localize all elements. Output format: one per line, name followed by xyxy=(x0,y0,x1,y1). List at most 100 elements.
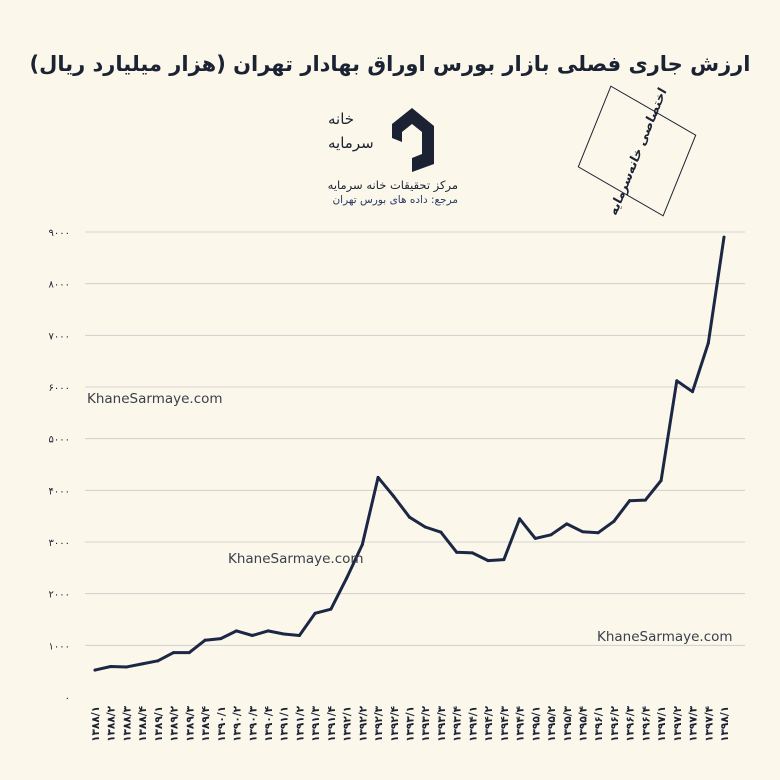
logo-brand-line2: سرمایه xyxy=(328,134,374,152)
data-point xyxy=(423,525,427,529)
x-tick-label: ۱۳۹۰/۲ xyxy=(232,705,244,741)
x-tick-label: ۱۳۹۵/۱ xyxy=(530,706,542,742)
data-point xyxy=(455,550,459,554)
data-point xyxy=(109,665,113,669)
x-tick-label: ۱۳۹۴/۳ xyxy=(499,705,511,741)
data-point xyxy=(329,607,333,611)
x-tick-label: ۱۳۹۲/۳ xyxy=(373,705,385,741)
data-point xyxy=(565,522,569,526)
y-tick-label: ۸۰۰۰ xyxy=(49,280,70,291)
data-point xyxy=(376,475,380,479)
x-tick-label: ۱۳۹۰/۴ xyxy=(263,705,275,741)
y-tick-label: ۹۰۰۰ xyxy=(49,228,70,239)
data-point xyxy=(187,651,191,655)
data-point xyxy=(392,495,396,499)
x-tick-label: ۱۳۹۴/۴ xyxy=(515,705,527,741)
x-tick-label: ۱۳۹۱/۱ xyxy=(279,706,291,742)
data-point xyxy=(297,634,301,638)
x-tick-label: ۱۳۹۷/۳ xyxy=(688,705,700,741)
x-tick-label: ۱۳۹۷/۴ xyxy=(703,705,715,741)
x-tick-label: ۱۳۸۸/۴ xyxy=(137,705,149,741)
data-point xyxy=(518,517,522,521)
x-tick-label: ۱۳۹۱/۲ xyxy=(294,705,306,741)
data-point xyxy=(93,668,97,672)
data-point xyxy=(643,498,647,502)
x-tick-label: ۱۳۸۹/۳ xyxy=(184,705,196,741)
data-point xyxy=(533,536,537,540)
x-tick-label: ۱۳۸۹/۲ xyxy=(169,705,181,741)
x-tick-label: ۱۳۹۳/۴ xyxy=(452,705,464,741)
data-point xyxy=(470,551,474,555)
x-tick-label: ۱۳۹۱/۴ xyxy=(326,705,338,741)
x-tick-label: ۱۳۹۳/۱ xyxy=(405,706,417,742)
x-tick-label: ۱۳۹۵/۴ xyxy=(577,705,589,741)
data-point xyxy=(266,629,270,633)
data-point xyxy=(282,632,286,636)
x-tick-label: ۱۳۹۶/۲ xyxy=(609,705,621,741)
x-tick-label: ۱۳۹۸/۱ xyxy=(719,706,731,742)
data-point xyxy=(439,530,443,534)
data-point xyxy=(140,662,144,666)
watermark: KhaneSarmaye.com xyxy=(228,551,364,567)
data-point xyxy=(408,515,411,519)
y-tick-label: ۱۰۰۰ xyxy=(49,641,70,652)
data-point xyxy=(722,235,726,239)
data-point xyxy=(219,637,223,641)
x-tick-label: ۱۳۹۲/۲ xyxy=(357,705,369,741)
watermark: KhaneSarmaye.com xyxy=(87,391,223,407)
source-note: مرجع: داده های بورس تهران xyxy=(332,194,458,206)
data-point xyxy=(360,543,364,547)
x-tick-label: ۱۳۹۲/۱ xyxy=(342,706,354,742)
y-tick-label: ۵۰۰۰ xyxy=(49,435,70,446)
x-tick-label: ۱۳۸۸/۳ xyxy=(121,705,133,741)
data-point xyxy=(502,558,506,562)
x-tick-label: ۱۳۹۴/۲ xyxy=(483,705,495,741)
data-point xyxy=(628,499,632,503)
data-point xyxy=(156,659,160,663)
data-point xyxy=(486,559,490,563)
x-tick-label: ۱۳۹۵/۳ xyxy=(562,705,574,741)
data-point xyxy=(124,665,128,669)
data-point xyxy=(549,533,553,537)
data-point xyxy=(345,576,349,580)
x-tick-label: ۱۳۹۲/۴ xyxy=(389,705,401,741)
data-point xyxy=(612,519,616,523)
data-point xyxy=(675,379,679,383)
y-tick-label: ۰ xyxy=(65,693,70,704)
logo: خانه سرمایه مرکز تحقیقات خانه سرمایه مرج… xyxy=(318,98,468,213)
watermark: KhaneSarmaye.com xyxy=(597,629,733,645)
data-point xyxy=(313,611,317,615)
x-tick-label: ۱۳۹۶/۳ xyxy=(625,705,637,741)
x-tick-label: ۱۳۸۹/۴ xyxy=(200,705,212,741)
data-point xyxy=(580,530,584,534)
x-tick-label: ۱۳۸۸/۱ xyxy=(90,706,102,742)
x-tick-label: ۱۳۹۴/۱ xyxy=(467,706,479,742)
x-tick-label: ۱۳۹۵/۲ xyxy=(546,705,558,741)
x-tick-label: ۱۳۹۷/۱ xyxy=(656,706,668,742)
data-point xyxy=(706,341,710,345)
chart-title: ارزش جاری فصلی بازار بورس اوراق بهادار ت… xyxy=(29,52,751,76)
x-tick-label: ۱۳۹۰/۱ xyxy=(216,706,228,742)
data-point xyxy=(172,651,176,655)
x-tick-label: ۱۳۹۰/۳ xyxy=(247,705,259,741)
data-point xyxy=(691,390,695,394)
data-point xyxy=(659,479,663,483)
x-tick-label: ۱۳۹۱/۳ xyxy=(310,705,322,741)
y-tick-label: ۴۰۰۰ xyxy=(49,486,70,497)
y-tick-label: ۶۰۰۰ xyxy=(49,383,70,394)
data-point xyxy=(250,634,254,638)
data-point xyxy=(235,629,239,633)
data-point xyxy=(596,531,600,535)
y-tick-label: ۳۰۰۰ xyxy=(49,538,70,549)
x-tick-label: ۱۳۹۶/۱ xyxy=(593,706,605,742)
logo-brand-line1: خانه xyxy=(328,110,355,128)
y-tick-label: ۲۰۰۰ xyxy=(49,590,70,601)
data-point xyxy=(203,638,207,642)
house-logo-icon xyxy=(392,108,434,172)
series-line xyxy=(93,235,726,672)
x-tick-label: ۱۳۹۶/۴ xyxy=(640,705,652,741)
org-name: مرکز تحقیقات خانه سرمایه xyxy=(327,178,458,192)
x-tick-label: ۱۳۸۸/۲ xyxy=(106,705,118,741)
x-tick-label: ۱۳۹۳/۲ xyxy=(420,705,432,741)
